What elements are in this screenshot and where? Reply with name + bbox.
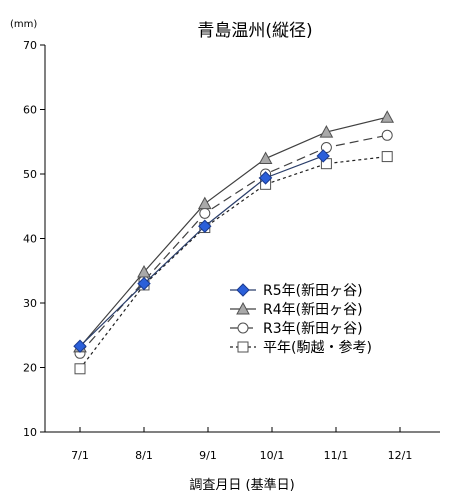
y-unit-label: (mm) — [10, 19, 37, 30]
data-point — [258, 151, 273, 165]
legend-item: R3年(新田ヶ谷) — [230, 321, 363, 337]
data-point — [319, 125, 334, 138]
y-tick-label: 10 — [23, 426, 37, 439]
legend-marker — [236, 301, 250, 315]
series-layer — [73, 110, 395, 375]
x-tick-label: 10/1 — [260, 449, 285, 462]
y-tick-label: 50 — [23, 168, 37, 181]
series-line — [79, 155, 388, 370]
legend-label: R3年(新田ヶ谷) — [263, 321, 363, 337]
x-axis-label: 調査月日 (基準日) — [189, 477, 294, 493]
x-tick-label: 8/1 — [135, 449, 153, 462]
axes: 10 20 30 40 50 60 70 7/1 8/1 9/1 10/1 11/1 12/1 — [23, 39, 440, 462]
data-point — [197, 196, 212, 210]
legend-label: R5年(新田ヶ谷) — [263, 283, 363, 299]
data-point — [258, 171, 273, 185]
x-tick-label: 11/1 — [324, 449, 349, 462]
x-tick-label: 7/1 — [71, 449, 89, 462]
y-tick-label: 40 — [23, 233, 37, 246]
y-tick-label: 60 — [23, 104, 37, 117]
x-tick-label: 9/1 — [199, 449, 217, 462]
data-point — [137, 276, 151, 291]
data-point — [73, 339, 87, 353]
legend-marker — [237, 341, 249, 353]
data-point — [316, 149, 330, 163]
series-line — [79, 116, 388, 348]
legend-item: 平年(駒越・参考) — [230, 339, 372, 356]
y-tick-label: 20 — [23, 362, 37, 375]
legend-item: R4年(新田ヶ谷) — [230, 301, 363, 318]
x-tick-label: 12/1 — [388, 449, 413, 462]
chart-title: 青島温州(縦径) — [197, 21, 312, 41]
series-line — [79, 134, 388, 354]
legend: R5年(新田ヶ谷) R4年(新田ヶ谷) R3年(新田ヶ谷) 平年(駒越・参考) — [230, 283, 372, 356]
data-point — [380, 110, 395, 123]
legend-label: R4年(新田ヶ谷) — [263, 302, 363, 318]
data-point — [381, 151, 393, 163]
data-point — [199, 207, 211, 219]
legend-marker — [237, 322, 249, 334]
y-tick-label: 30 — [23, 297, 37, 310]
legend-marker — [236, 283, 250, 297]
data-point — [74, 363, 86, 375]
data-point — [198, 219, 212, 233]
y-tick-label: 70 — [23, 39, 37, 52]
series-diamond — [73, 149, 330, 353]
legend-item: R5年(新田ヶ谷) — [230, 283, 363, 299]
legend-label: 平年(駒越・参考) — [263, 339, 372, 356]
data-point — [381, 129, 393, 141]
